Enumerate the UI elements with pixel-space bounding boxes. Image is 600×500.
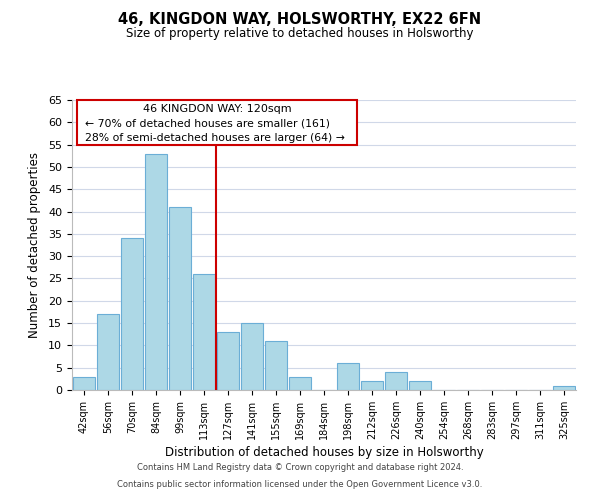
- Text: 46, KINGDON WAY, HOLSWORTHY, EX22 6FN: 46, KINGDON WAY, HOLSWORTHY, EX22 6FN: [118, 12, 482, 28]
- Bar: [241, 323, 263, 390]
- X-axis label: Distribution of detached houses by size in Holsworthy: Distribution of detached houses by size …: [164, 446, 484, 459]
- Bar: [193, 274, 215, 390]
- Bar: [73, 376, 95, 390]
- Text: 28% of semi-detached houses are larger (64) →: 28% of semi-detached houses are larger (…: [85, 134, 344, 143]
- Bar: [145, 154, 167, 390]
- Bar: [337, 363, 359, 390]
- Bar: [409, 381, 431, 390]
- Text: Contains HM Land Registry data © Crown copyright and database right 2024.: Contains HM Land Registry data © Crown c…: [137, 464, 463, 472]
- Text: Size of property relative to detached houses in Holsworthy: Size of property relative to detached ho…: [126, 28, 474, 40]
- Bar: [97, 314, 119, 390]
- Bar: [361, 381, 383, 390]
- Bar: [169, 207, 191, 390]
- Text: ← 70% of detached houses are smaller (161): ← 70% of detached houses are smaller (16…: [85, 119, 329, 129]
- Bar: [553, 386, 575, 390]
- Bar: [289, 376, 311, 390]
- Y-axis label: Number of detached properties: Number of detached properties: [28, 152, 41, 338]
- Bar: [265, 341, 287, 390]
- Bar: [385, 372, 407, 390]
- FancyBboxPatch shape: [77, 100, 357, 145]
- Text: 46 KINGDON WAY: 120sqm: 46 KINGDON WAY: 120sqm: [143, 104, 291, 115]
- Bar: [217, 332, 239, 390]
- Bar: [121, 238, 143, 390]
- Text: Contains public sector information licensed under the Open Government Licence v3: Contains public sector information licen…: [118, 480, 482, 489]
